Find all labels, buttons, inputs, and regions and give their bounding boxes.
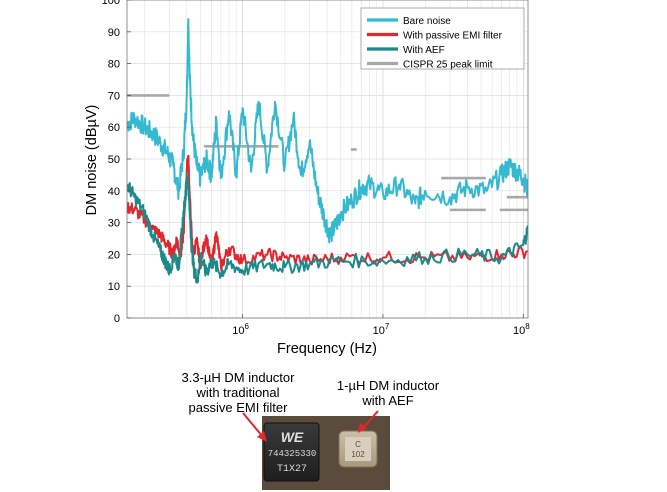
x-tick-label: 108 [513, 322, 530, 337]
x-tick-label: 106 [232, 322, 249, 337]
legend-entry: CISPR 25 peak limit [403, 60, 493, 71]
y-tick-label: 100 [102, 0, 120, 7]
series-layer [127, 18, 528, 284]
left-annotation: 3.3-µH DM inductor with traditional pass… [158, 370, 318, 415]
y-tick-label: 30 [108, 218, 120, 230]
right-inductor-marking-line1: C [355, 440, 361, 449]
y-tick-label: 90 [108, 27, 120, 39]
y-tick-label: 70 [108, 90, 120, 102]
y-axis-label: DM noise (dBµV) [84, 105, 100, 216]
y-tick-label: 40 [108, 186, 120, 198]
y-tick-label: 60 [108, 122, 120, 134]
left-inductor-marking-line1: 744325330 [268, 449, 317, 459]
right-inductor-label-plate [345, 437, 371, 461]
left-inductor [263, 422, 320, 482]
series-line-with-aef [127, 172, 528, 284]
legend-entry: Bare noise [403, 16, 451, 27]
left-annotation-arrow [242, 412, 267, 442]
right-inductor-marking-line2: 102 [351, 450, 365, 459]
right-annotation: 1-µH DM inductor with AEF [323, 378, 453, 408]
y-tick-label: 0 [114, 313, 120, 325]
right-annotation-line1: 1-µH DM inductor [336, 378, 440, 393]
legend-entry: With passive EMI filter [403, 31, 503, 42]
y-tick-label: 10 [108, 281, 120, 293]
right-annotation-arrow [358, 410, 379, 433]
y-tick-label: 80 [108, 59, 120, 71]
x-tick-exponent: 8 [525, 322, 530, 331]
x-tick-exponent: 7 [385, 322, 390, 331]
left-annotation-line3: passive EMI filter [188, 400, 288, 415]
left-annotation-line1: 3.3-µH DM inductor [181, 370, 295, 385]
legend: Bare noise With passive EMI filter With AE… [360, 7, 525, 71]
x-tick-exponent: 6 [245, 322, 250, 331]
left-annotation-line2: with traditional [196, 385, 280, 400]
component-photo: WE 744325330 T1X27 C 102 [262, 416, 390, 490]
y-tick-label: 20 [108, 249, 120, 261]
right-annotation-line2: with AEF [362, 393, 414, 408]
y-tick-label: 50 [108, 154, 120, 166]
left-inductor-logo: WE [281, 429, 304, 445]
x-axis-label: Frequency (Hz) [277, 341, 377, 357]
limit-layer [127, 94, 528, 212]
x-tick-label: 107 [373, 322, 390, 337]
left-inductor-marking-line2: T1X27 [277, 464, 307, 475]
legend-entry: With AEF [403, 45, 445, 56]
legend-box [360, 7, 525, 70]
series-line-bare-noise [127, 18, 528, 244]
